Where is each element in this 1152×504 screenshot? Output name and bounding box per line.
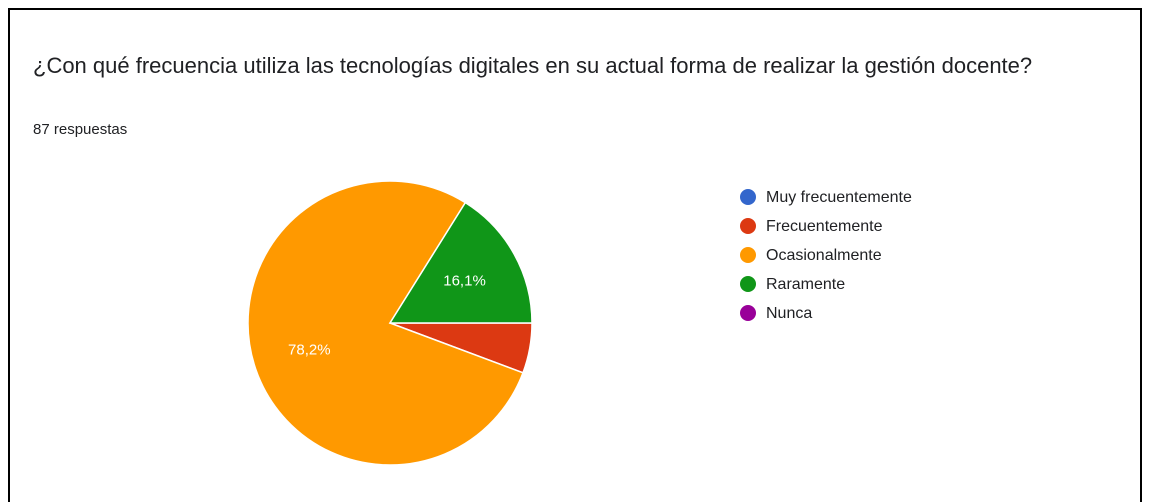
legend-swatch (740, 276, 756, 292)
legend-swatch (740, 218, 756, 234)
legend-swatch (740, 247, 756, 263)
legend-swatch (740, 305, 756, 321)
data-label: 16,1% (443, 273, 486, 290)
legend-swatch (740, 189, 756, 205)
frame (8, 8, 1142, 502)
legend-label: Ocasionalmente (766, 247, 882, 264)
legend-label: Raramente (766, 276, 845, 293)
pie-slice (388, 201, 533, 324)
legend-label: Frecuentemente (766, 218, 883, 235)
data-label: 78,2% (288, 341, 331, 358)
legend-label: Muy frecuentemente (766, 189, 912, 206)
response-count: 87 respuestas (33, 121, 128, 138)
chart-title: ¿Con qué frecuencia utiliza las tecnolog… (33, 53, 1033, 78)
legend-label: Nunca (766, 305, 812, 322)
pie-slice (247, 180, 524, 466)
